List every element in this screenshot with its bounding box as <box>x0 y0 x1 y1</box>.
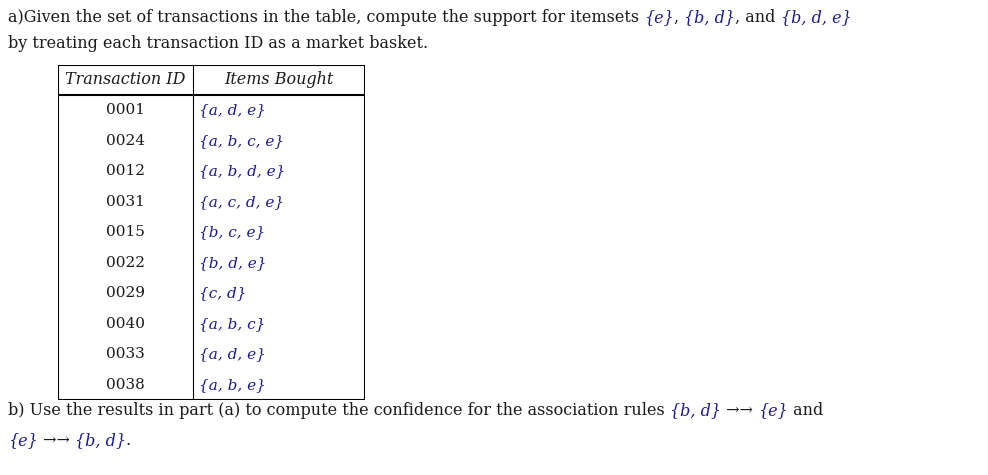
Text: 0033: 0033 <box>106 347 145 361</box>
Text: {e}: {e} <box>758 402 787 419</box>
Text: {a, b, c}: {a, b, c} <box>199 317 266 331</box>
Text: {e}: {e} <box>8 432 38 449</box>
Text: , and: , and <box>735 9 781 26</box>
Text: {a, b, c, e}: {a, b, c, e} <box>199 134 285 148</box>
Text: 0024: 0024 <box>106 134 145 148</box>
Text: {b, d}: {b, d} <box>685 9 735 26</box>
Text: →→: →→ <box>38 432 75 449</box>
Text: {a, d, e}: {a, d, e} <box>199 347 266 361</box>
Text: 0022: 0022 <box>106 256 145 270</box>
Text: ,: , <box>674 9 685 26</box>
Text: b) Use the results in part (a) to compute the confidence for the association rul: b) Use the results in part (a) to comput… <box>8 402 670 419</box>
Text: 0015: 0015 <box>106 225 145 239</box>
Text: →→: →→ <box>721 402 758 419</box>
Text: {a, c, d, e}: {a, c, d, e} <box>199 195 285 209</box>
Text: {b, d, e}: {b, d, e} <box>781 9 852 26</box>
Text: {a, d, e}: {a, d, e} <box>199 103 266 117</box>
Text: Items Bought: Items Bought <box>224 72 334 88</box>
Text: 0031: 0031 <box>106 195 145 209</box>
Text: 0029: 0029 <box>106 286 145 300</box>
Text: by treating each transaction ID as a market basket.: by treating each transaction ID as a mar… <box>8 35 428 52</box>
Text: 0012: 0012 <box>106 164 145 178</box>
Text: 0001: 0001 <box>106 103 145 117</box>
Text: {c, d}: {c, d} <box>199 286 247 300</box>
Text: {a, b, e}: {a, b, e} <box>199 378 266 392</box>
Text: {b, d}: {b, d} <box>670 402 721 419</box>
Text: {b, d}: {b, d} <box>75 432 125 449</box>
Text: 0040: 0040 <box>106 317 145 331</box>
Text: 0038: 0038 <box>106 378 145 392</box>
Text: a)Given the set of transactions in the table, compute the support for itemsets: a)Given the set of transactions in the t… <box>8 9 644 26</box>
Text: {b, c, e}: {b, c, e} <box>199 225 266 239</box>
Text: Transaction ID: Transaction ID <box>65 72 186 88</box>
Text: {b, d, e}: {b, d, e} <box>199 256 267 270</box>
Text: {a, b, d, e}: {a, b, d, e} <box>199 164 286 178</box>
Text: and: and <box>787 402 823 419</box>
Text: {e}: {e} <box>644 9 674 26</box>
Text: .: . <box>125 432 130 449</box>
